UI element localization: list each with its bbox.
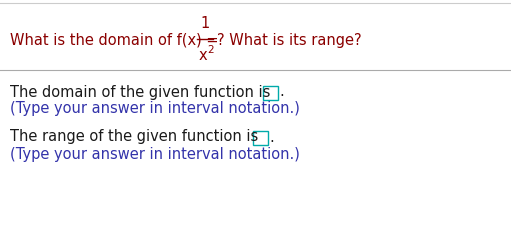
Bar — [253, 131, 268, 145]
Text: (Type your answer in interval notation.): (Type your answer in interval notation.) — [10, 101, 300, 117]
Text: (Type your answer in interval notation.): (Type your answer in interval notation.) — [10, 146, 300, 162]
Text: ? What is its range?: ? What is its range? — [217, 32, 362, 47]
Text: The domain of the given function is: The domain of the given function is — [10, 85, 270, 99]
Text: x: x — [199, 48, 207, 63]
Text: .: . — [269, 130, 274, 144]
Text: 1: 1 — [200, 16, 210, 31]
Text: .: . — [279, 85, 284, 99]
Bar — [263, 86, 278, 100]
Text: The range of the given function is: The range of the given function is — [10, 130, 258, 144]
Text: 2: 2 — [207, 45, 214, 55]
Text: What is the domain of f(x) =: What is the domain of f(x) = — [10, 32, 223, 47]
